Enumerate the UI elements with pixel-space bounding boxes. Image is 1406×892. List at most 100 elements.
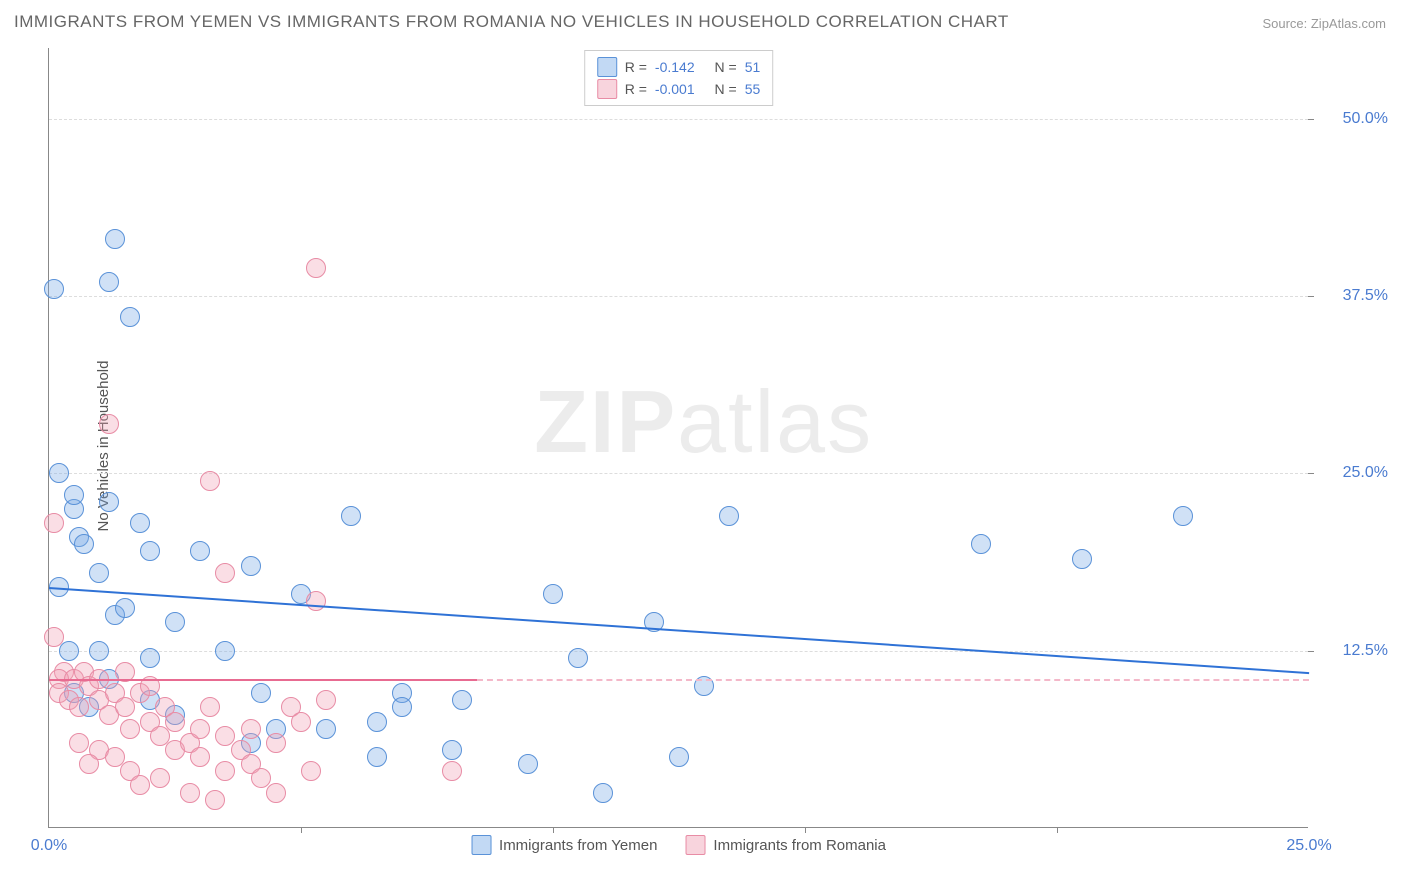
scatter-chart: ZIPatlas R = -0.142 N = 51 R = -0.001 N …: [48, 48, 1308, 828]
trendline-romania-solid: [49, 679, 477, 681]
tick-mark: [553, 827, 554, 833]
data-point: [442, 761, 462, 781]
y-tick-label: 12.5%: [1343, 642, 1388, 660]
data-point: [49, 463, 69, 483]
data-point: [165, 712, 185, 732]
legend-series: Immigrants from Yemen Immigrants from Ro…: [471, 835, 886, 855]
data-point: [190, 747, 210, 767]
data-point: [971, 534, 991, 554]
data-point: [79, 754, 99, 774]
data-point: [266, 733, 286, 753]
data-point: [74, 534, 94, 554]
chart-title: IMMIGRANTS FROM YEMEN VS IMMIGRANTS FROM…: [14, 12, 1009, 32]
y-tick-label: 25.0%: [1343, 464, 1388, 482]
y-tick-label: 50.0%: [1343, 110, 1388, 128]
data-point: [69, 697, 89, 717]
legend-label-romania: Immigrants from Romania: [713, 837, 886, 854]
legend-item-yemen: Immigrants from Yemen: [471, 835, 657, 855]
data-point: [120, 719, 140, 739]
watermark-zip: ZIP: [534, 372, 677, 471]
swatch-romania-icon: [685, 835, 705, 855]
data-point: [215, 641, 235, 661]
data-point: [200, 471, 220, 491]
data-point: [442, 740, 462, 760]
r-value-yemen: -0.142: [655, 56, 695, 78]
data-point: [190, 541, 210, 561]
legend-stats-row-yemen: R = -0.142 N = 51: [597, 56, 761, 78]
data-point: [1072, 549, 1092, 569]
y-tick-label: 37.5%: [1343, 287, 1388, 305]
data-point: [367, 747, 387, 767]
data-point: [543, 584, 563, 604]
data-point: [241, 556, 261, 576]
data-point: [115, 697, 135, 717]
data-point: [215, 761, 235, 781]
data-point: [719, 506, 739, 526]
data-point: [120, 307, 140, 327]
tick-mark: [1308, 473, 1314, 474]
tick-mark: [1308, 119, 1314, 120]
trendline-yemen: [49, 587, 1309, 674]
r-label: R =: [625, 78, 647, 100]
data-point: [392, 697, 412, 717]
data-point: [89, 563, 109, 583]
data-point: [69, 733, 89, 753]
data-point: [1173, 506, 1193, 526]
data-point: [130, 513, 150, 533]
data-point: [190, 719, 210, 739]
data-point: [316, 719, 336, 739]
data-point: [251, 683, 271, 703]
data-point: [44, 279, 64, 299]
n-label: N =: [715, 78, 737, 100]
data-point: [669, 747, 689, 767]
data-point: [306, 258, 326, 278]
data-point: [44, 627, 64, 647]
data-point: [165, 612, 185, 632]
data-point: [180, 783, 200, 803]
swatch-yemen-icon: [471, 835, 491, 855]
data-point: [341, 506, 361, 526]
x-tick-label: 25.0%: [1286, 837, 1331, 855]
data-point: [518, 754, 538, 774]
data-point: [140, 541, 160, 561]
x-tick-label: 0.0%: [31, 837, 67, 855]
tick-mark: [1057, 827, 1058, 833]
data-point: [115, 598, 135, 618]
tick-mark: [1308, 651, 1314, 652]
watermark: ZIPatlas: [534, 371, 873, 473]
data-point: [140, 648, 160, 668]
data-point: [205, 790, 225, 810]
gridline-horizontal: [49, 651, 1308, 652]
data-point: [301, 761, 321, 781]
data-point: [44, 513, 64, 533]
tick-mark: [1308, 296, 1314, 297]
data-point: [99, 414, 119, 434]
watermark-atlas: atlas: [677, 372, 873, 471]
gridline-horizontal: [49, 119, 1308, 120]
data-point: [452, 690, 472, 710]
swatch-yemen-icon: [597, 57, 617, 77]
data-point: [306, 591, 326, 611]
n-label: N =: [715, 56, 737, 78]
data-point: [215, 563, 235, 583]
data-point: [99, 272, 119, 292]
gridline-horizontal: [49, 473, 1308, 474]
legend-stats-row-romania: R = -0.001 N = 55: [597, 78, 761, 100]
data-point: [59, 641, 79, 661]
data-point: [593, 783, 613, 803]
data-point: [105, 229, 125, 249]
legend-stats: R = -0.142 N = 51 R = -0.001 N = 55: [584, 50, 774, 106]
data-point: [367, 712, 387, 732]
data-point: [291, 712, 311, 732]
data-point: [89, 641, 109, 661]
data-point: [64, 485, 84, 505]
r-label: R =: [625, 56, 647, 78]
data-point: [130, 775, 150, 795]
trendline-romania-dashed: [477, 679, 1309, 681]
data-point: [150, 768, 170, 788]
legend-item-romania: Immigrants from Romania: [685, 835, 886, 855]
swatch-romania-icon: [597, 79, 617, 99]
tick-mark: [805, 827, 806, 833]
data-point: [99, 492, 119, 512]
n-value-yemen: 51: [745, 56, 761, 78]
